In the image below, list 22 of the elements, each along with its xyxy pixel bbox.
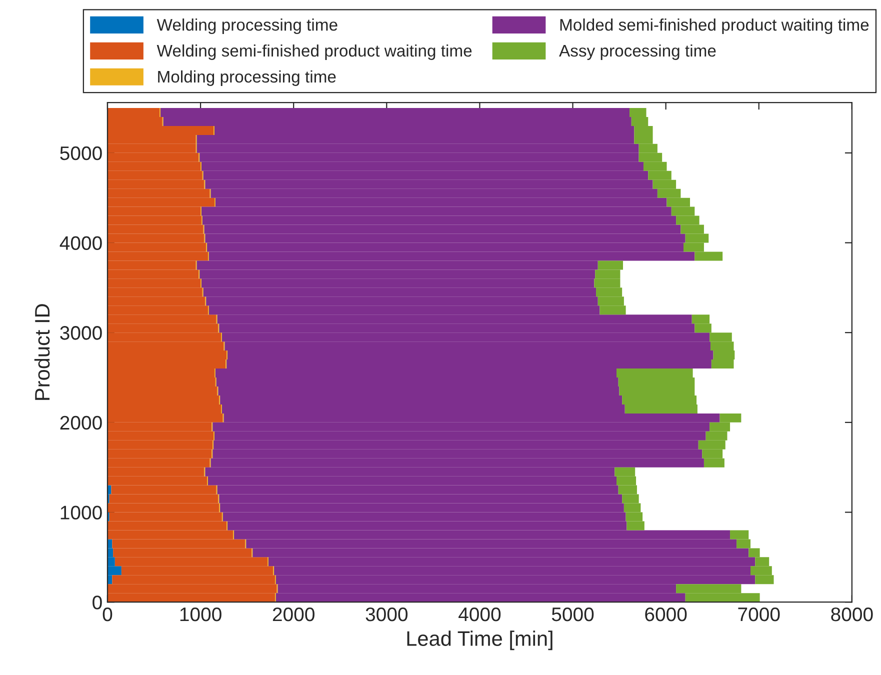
y-tick-label: 3000 [60, 326, 102, 340]
x-tick-label: 2000 [272, 607, 314, 622]
x-tick-label: 5000 [552, 607, 594, 622]
legend-label: Assy processing time [559, 44, 716, 60]
x-tick-label: 0 [102, 607, 112, 622]
x-tick-label: 6000 [645, 607, 687, 622]
legend-label: Molding processing time [158, 70, 336, 86]
x-axis-title: Lead Time [min] [407, 630, 552, 650]
y-axis-title: Product ID [34, 304, 50, 400]
y-tick-label: 0 [92, 596, 102, 610]
x-tick-label: 7000 [738, 607, 780, 622]
x-tick-label: 4000 [458, 607, 501, 622]
x-tick-label: 8000 [831, 607, 873, 622]
y-tick-label: 1000 [60, 506, 102, 520]
legend-label: Molded semi-finished product waiting time [560, 18, 869, 34]
y-tick-label: 4000 [60, 236, 102, 250]
y-tick-label: 2000 [60, 416, 102, 430]
y-tick-label: 5000 [60, 146, 102, 160]
x-tick-label: 3000 [366, 607, 408, 622]
legend-label: Welding semi-finished product waiting time [156, 44, 472, 60]
legend-label: Welding processing time [156, 18, 338, 34]
x-tick-label: 1000 [180, 607, 222, 622]
